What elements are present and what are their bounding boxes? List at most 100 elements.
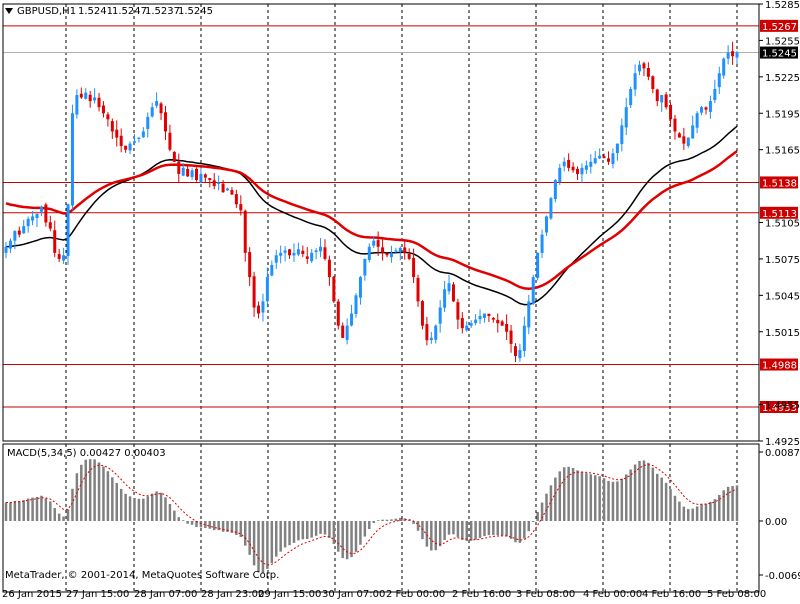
candle-body [372, 240, 376, 246]
candle-body [212, 180, 216, 187]
candle-body [580, 167, 584, 175]
candle-body [500, 321, 504, 326]
candle-body [478, 315, 482, 320]
candle-body [367, 246, 371, 260]
candle-body [518, 349, 522, 359]
candle-body [660, 95, 664, 103]
level-label: 1.5267 [762, 22, 797, 33]
candle-body [394, 250, 398, 252]
candle-body [17, 230, 21, 235]
candle-body [642, 63, 646, 69]
candle-body [141, 131, 145, 138]
candle-body [106, 114, 110, 120]
candle-body [110, 121, 114, 132]
candle-body [172, 151, 176, 162]
price-axis-label: 1.5105 [765, 219, 800, 230]
candle-body [540, 234, 544, 253]
candle-body [292, 252, 296, 256]
chevron-down-icon[interactable] [5, 8, 13, 14]
candle-body [57, 254, 61, 259]
candle-body [181, 167, 185, 176]
time-axis-label: 4 Feb 16:00 [642, 589, 701, 600]
price-axis-label: 1.5165 [765, 146, 800, 157]
price-axis-label: 1.4925 [765, 437, 800, 448]
candle-body [474, 319, 478, 324]
candle-body [341, 325, 345, 338]
candle-body [252, 276, 256, 308]
moving-averages [5, 125, 738, 306]
candle-body [190, 170, 194, 178]
candle-body [593, 158, 597, 164]
level-label: 1.4953 [762, 403, 797, 414]
candle-body [75, 95, 79, 115]
candle-body [403, 247, 407, 253]
candle-body [553, 180, 557, 200]
candle-body [319, 246, 323, 252]
level-label: 1.5113 [762, 209, 797, 220]
candle-body [270, 264, 274, 276]
candle-body [607, 158, 611, 162]
candle-body [274, 255, 278, 263]
candle-body [163, 112, 167, 132]
candle-body [633, 73, 637, 90]
candle-body [487, 313, 491, 316]
candle-body [505, 324, 509, 332]
candle-body [434, 325, 438, 340]
time-axis-label: 30 Jan 07:00 [322, 589, 385, 600]
symbol-timeframe-label: GBPUSD,H1 [17, 6, 76, 17]
candle-body [327, 259, 331, 278]
horizontal-levels: 1.5267 1.5138 1.5113 1.4988 1.4953 1.5245 [3, 19, 798, 414]
candle-body [296, 249, 300, 255]
candle-body [717, 73, 721, 88]
time-axis-label: 3 Feb 08:00 [516, 589, 575, 600]
candle-body [620, 125, 624, 144]
candle-body [301, 250, 305, 255]
candle-body [88, 94, 92, 102]
candle-body [412, 257, 416, 278]
candle-body [283, 250, 287, 253]
candle-body [310, 252, 314, 262]
candle-body [438, 307, 442, 324]
candle-body [536, 252, 540, 278]
candle-body [381, 247, 385, 253]
candle-body [615, 143, 619, 154]
candle-body [44, 204, 48, 223]
candle-body [544, 216, 548, 233]
candle-body [150, 107, 154, 117]
candle-body [35, 214, 39, 219]
current-price-box [760, 46, 798, 59]
macd-label: MACD(5,34,5) 0.00427 0.00403 [7, 448, 166, 459]
candle-body [655, 89, 659, 102]
candle-body [571, 166, 575, 171]
candle-body [323, 247, 327, 259]
candle-body [358, 277, 362, 298]
candle-body [407, 253, 411, 259]
time-axis-label: 4 Feb 00:00 [583, 589, 642, 600]
level-label: 1.4988 [762, 361, 797, 372]
ohlc-low: 1.5237 [145, 6, 180, 17]
candle-body [509, 330, 513, 344]
candle-body [186, 168, 190, 177]
candle-body [265, 277, 269, 302]
candle-body [376, 240, 380, 247]
level-label-box [760, 401, 798, 414]
candle-body [26, 218, 30, 227]
candle-body [651, 76, 655, 89]
candle-body [305, 256, 309, 259]
candle-body [673, 118, 677, 132]
candle-body [451, 284, 455, 302]
time-axis-label: 2 Feb 16:00 [452, 589, 511, 600]
candle-body [208, 178, 212, 181]
price-axis-label: 1.5225 [765, 73, 800, 84]
candle-body [722, 58, 726, 76]
chart-header: GBPUSD,H1 1.5241 1.5247 1.5237 1.5245 [5, 6, 213, 17]
candle-body [314, 250, 318, 253]
candle-body [4, 246, 8, 253]
candle-body [611, 153, 615, 165]
ohlc-close: 1.5245 [178, 6, 213, 17]
macd-axis-label: 0.00878 [765, 448, 800, 459]
candle-body [239, 204, 243, 211]
